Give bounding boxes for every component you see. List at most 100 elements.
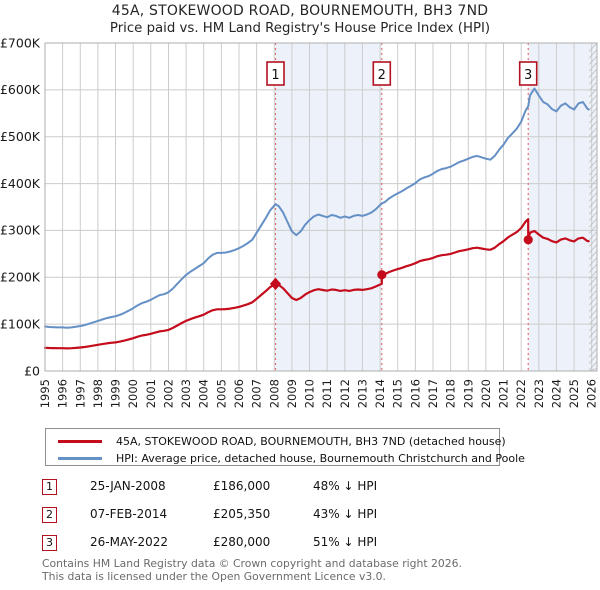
hatch-mark: [588, 264, 597, 273]
hatch-mark: [588, 257, 597, 267]
x-tick-label: 2026: [585, 379, 599, 408]
y-tick-label: £600K: [0, 82, 41, 97]
hatch-mark: [588, 270, 597, 280]
x-tick-label: 1996: [56, 379, 70, 408]
x-tick-label: 2021: [497, 379, 511, 408]
x-tick-label: 2025: [567, 379, 581, 408]
hatch-mark: [588, 179, 597, 189]
hatch-mark: [588, 192, 597, 202]
sale-3-vs-hpi: 51% ↓ HPI: [313, 535, 378, 549]
hatch-mark: [588, 303, 597, 312]
x-tick-label: 2006: [232, 379, 246, 408]
hatch-mark: [588, 114, 597, 124]
sale-marker-3: [523, 235, 533, 245]
y-tick-label: £300K: [0, 223, 41, 238]
hatch-mark: [588, 147, 597, 156]
x-tick-label: 2012: [338, 379, 352, 408]
hatch-mark: [588, 322, 597, 332]
hpi-shaded-band: [275, 43, 382, 371]
x-tick-label: 2014: [373, 379, 387, 408]
y-tick-label: £400K: [0, 176, 41, 191]
sale-label-box-1: [266, 61, 285, 86]
hatch-mark: [588, 69, 597, 78]
hpi-line-swatch: [58, 456, 102, 460]
x-tick-label: 1999: [109, 379, 123, 408]
x-tick-label: 2005: [214, 379, 228, 408]
legend-item-hpi: HPI: Average price, detached house, Bour…: [58, 450, 525, 466]
sale-2-vs-hpi: 43% ↓ HPI: [313, 507, 378, 521]
page-title: 45A, STOKEWOOD ROAD, BOURNEMOUTH, BH3 7N…: [111, 3, 489, 19]
x-tick-label: 2009: [285, 379, 299, 408]
x-tick-label: 2011: [320, 379, 334, 408]
x-tick-label: 2018: [444, 379, 458, 408]
hatch-mark: [588, 173, 597, 182]
hatch-mark: [588, 160, 597, 169]
hatch-mark: [588, 75, 597, 85]
x-tick-label: 2020: [479, 379, 493, 408]
sale-3-date: 26-MAY-2022: [90, 535, 169, 549]
sale-1-date: 25-JAN-2008: [90, 479, 166, 493]
sale-row-2: 2 07-FEB-2014 £205,350 43% ↓ HPI: [0, 507, 600, 524]
sale-label-number-1: 1: [271, 68, 279, 83]
hatch-mark: [588, 342, 597, 351]
hatch-mark: [588, 88, 597, 98]
x-tick-label: 2024: [549, 379, 563, 408]
x-tick-label: 2008: [267, 379, 281, 408]
hatch-mark: [588, 335, 597, 345]
x-tick-label: 1997: [73, 379, 87, 408]
sale-2-date: 07-FEB-2014: [90, 507, 168, 521]
hatch-mark: [588, 166, 597, 176]
x-tick-label: 2023: [532, 379, 546, 408]
hatch-mark: [588, 329, 597, 338]
sale-label-box-2: [372, 61, 392, 86]
sale-row-1: 1 25-JAN-2008 £186,000 48% ↓ HPI: [0, 479, 600, 496]
hpi-line: [44, 87, 590, 329]
y-tick-label: £500K: [0, 129, 41, 144]
hatch-mark: [588, 316, 597, 325]
x-tick-label: 2022: [514, 379, 528, 408]
legend-label: 45A, STOKEWOOD ROAD, BOURNEMOUTH, BH3 7N…: [116, 434, 506, 448]
x-tick-label: 2019: [461, 379, 475, 408]
x-tick-label: 2004: [197, 379, 211, 408]
y-tick-label: £100K: [0, 316, 41, 331]
hatch-mark: [588, 56, 597, 65]
hatch-mark: [588, 225, 597, 234]
x-tick-label: 2010: [303, 379, 317, 408]
hatch-mark: [588, 277, 597, 286]
hatch-mark: [588, 62, 597, 72]
sale-label-number-2: 2: [378, 68, 386, 83]
legend-item-price-paid: 45A, STOKEWOOD ROAD, BOURNEMOUTH, BH3 7N…: [58, 433, 506, 449]
chart-legend: 45A, STOKEWOOD ROAD, BOURNEMOUTH, BH3 7N…: [45, 428, 525, 466]
hatch-mark: [588, 186, 597, 195]
sale-marker-1: [269, 277, 282, 291]
sale-2-price: £205,350: [213, 507, 271, 521]
hatch-mark: [588, 218, 597, 228]
price-paid-line-swatch: [58, 439, 102, 443]
x-tick-label: 2007: [250, 379, 264, 408]
x-tick-label: 2016: [408, 379, 422, 408]
hatch-mark: [588, 121, 597, 130]
hatch-mark: [588, 212, 597, 221]
hatch-mark: [588, 348, 597, 358]
sale-3-number-badge: 3: [42, 535, 57, 551]
footer-line-2: This data is licensed under the Open Gov…: [42, 570, 386, 584]
hatch-mark: [588, 95, 597, 104]
x-tick-label: 1995: [38, 379, 52, 408]
hatch-mark: [588, 82, 597, 91]
price-hpi-chart: £0 £100K £200K £300K £400K £500K £600K £700K 199…: [0, 35, 599, 408]
page-subtitle: Price paid vs. HM Land Registry's House …: [109, 21, 491, 36]
sale-3-price: £280,000: [213, 535, 271, 549]
license-footer: Contains HM Land Registry data © Crown c…: [42, 557, 462, 583]
hatch-mark: [588, 244, 597, 254]
hatch-mark: [588, 134, 597, 143]
sale-marker-2: [377, 270, 387, 280]
x-tick-label: 2003: [179, 379, 193, 408]
hatch-mark: [588, 199, 597, 208]
hatch-mark: [588, 127, 597, 137]
x-tick-label: 2001: [144, 379, 158, 408]
hatch-mark: [588, 251, 597, 260]
y-tick-label: £700K: [0, 35, 41, 50]
hatch-mark: [588, 283, 597, 293]
legend-label: HPI: Average price, detached house, Bour…: [116, 451, 525, 465]
